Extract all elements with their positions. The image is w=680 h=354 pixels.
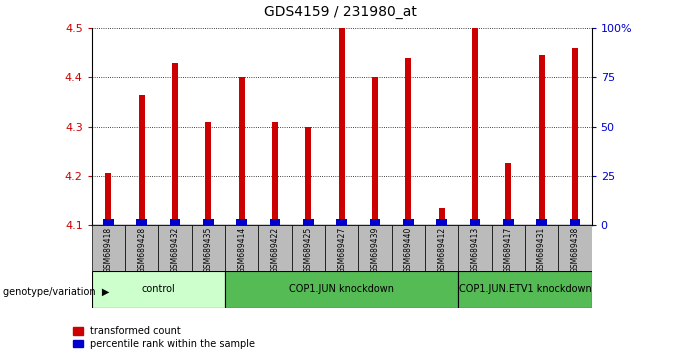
Text: GSM689412: GSM689412 bbox=[437, 227, 446, 273]
Bar bbox=[539, 55, 545, 225]
Bar bbox=[203, 219, 214, 225]
FancyBboxPatch shape bbox=[92, 271, 225, 308]
Text: COP1.JUN.ETV1 knockdown: COP1.JUN.ETV1 knockdown bbox=[458, 284, 592, 295]
Bar bbox=[237, 219, 247, 225]
Bar bbox=[139, 95, 145, 225]
Bar bbox=[405, 58, 411, 225]
Text: GSM689438: GSM689438 bbox=[571, 227, 579, 273]
Bar bbox=[537, 219, 547, 225]
Bar bbox=[503, 219, 513, 225]
Bar bbox=[105, 173, 112, 225]
Bar bbox=[205, 122, 211, 225]
Bar bbox=[372, 78, 378, 225]
FancyBboxPatch shape bbox=[192, 225, 225, 271]
Bar bbox=[439, 207, 445, 225]
Text: COP1.JUN knockdown: COP1.JUN knockdown bbox=[289, 284, 394, 295]
Bar bbox=[303, 219, 313, 225]
Text: GSM689431: GSM689431 bbox=[537, 227, 546, 273]
Text: GDS4159 / 231980_at: GDS4159 / 231980_at bbox=[264, 5, 416, 19]
Text: GSM689422: GSM689422 bbox=[271, 227, 279, 273]
Bar bbox=[470, 219, 480, 225]
Bar bbox=[170, 219, 180, 225]
Bar bbox=[272, 122, 278, 225]
Text: GSM689440: GSM689440 bbox=[404, 227, 413, 274]
Text: GSM689427: GSM689427 bbox=[337, 227, 346, 273]
Bar bbox=[337, 219, 347, 225]
FancyBboxPatch shape bbox=[358, 225, 392, 271]
FancyBboxPatch shape bbox=[325, 225, 358, 271]
Text: GSM689439: GSM689439 bbox=[371, 227, 379, 274]
Bar bbox=[305, 126, 311, 225]
FancyBboxPatch shape bbox=[425, 225, 458, 271]
Text: GSM689414: GSM689414 bbox=[237, 227, 246, 273]
Text: GSM689425: GSM689425 bbox=[304, 227, 313, 273]
Text: control: control bbox=[141, 284, 175, 295]
Bar bbox=[103, 219, 114, 225]
Bar bbox=[572, 48, 578, 225]
Bar bbox=[270, 219, 280, 225]
Text: GSM689418: GSM689418 bbox=[104, 227, 113, 273]
Text: GSM689435: GSM689435 bbox=[204, 227, 213, 274]
FancyBboxPatch shape bbox=[558, 225, 592, 271]
Bar bbox=[137, 219, 147, 225]
FancyBboxPatch shape bbox=[292, 225, 325, 271]
Bar bbox=[570, 219, 580, 225]
Bar bbox=[472, 28, 478, 225]
FancyBboxPatch shape bbox=[158, 225, 192, 271]
FancyBboxPatch shape bbox=[458, 271, 592, 308]
Bar bbox=[437, 219, 447, 225]
Bar bbox=[505, 164, 511, 225]
Text: GSM689413: GSM689413 bbox=[471, 227, 479, 273]
FancyBboxPatch shape bbox=[392, 225, 425, 271]
FancyBboxPatch shape bbox=[458, 225, 492, 271]
FancyBboxPatch shape bbox=[225, 225, 258, 271]
Text: genotype/variation  ▶: genotype/variation ▶ bbox=[3, 287, 109, 297]
Text: GSM689417: GSM689417 bbox=[504, 227, 513, 273]
Bar bbox=[370, 219, 380, 225]
Text: GSM689432: GSM689432 bbox=[171, 227, 180, 273]
FancyBboxPatch shape bbox=[125, 225, 158, 271]
Text: GSM689428: GSM689428 bbox=[137, 227, 146, 273]
FancyBboxPatch shape bbox=[92, 225, 125, 271]
FancyBboxPatch shape bbox=[525, 225, 558, 271]
FancyBboxPatch shape bbox=[492, 225, 525, 271]
Bar bbox=[172, 63, 178, 225]
Bar bbox=[339, 28, 345, 225]
Legend: transformed count, percentile rank within the sample: transformed count, percentile rank withi… bbox=[73, 326, 256, 349]
FancyBboxPatch shape bbox=[258, 225, 292, 271]
Bar bbox=[403, 219, 413, 225]
Bar bbox=[239, 78, 245, 225]
FancyBboxPatch shape bbox=[225, 271, 458, 308]
